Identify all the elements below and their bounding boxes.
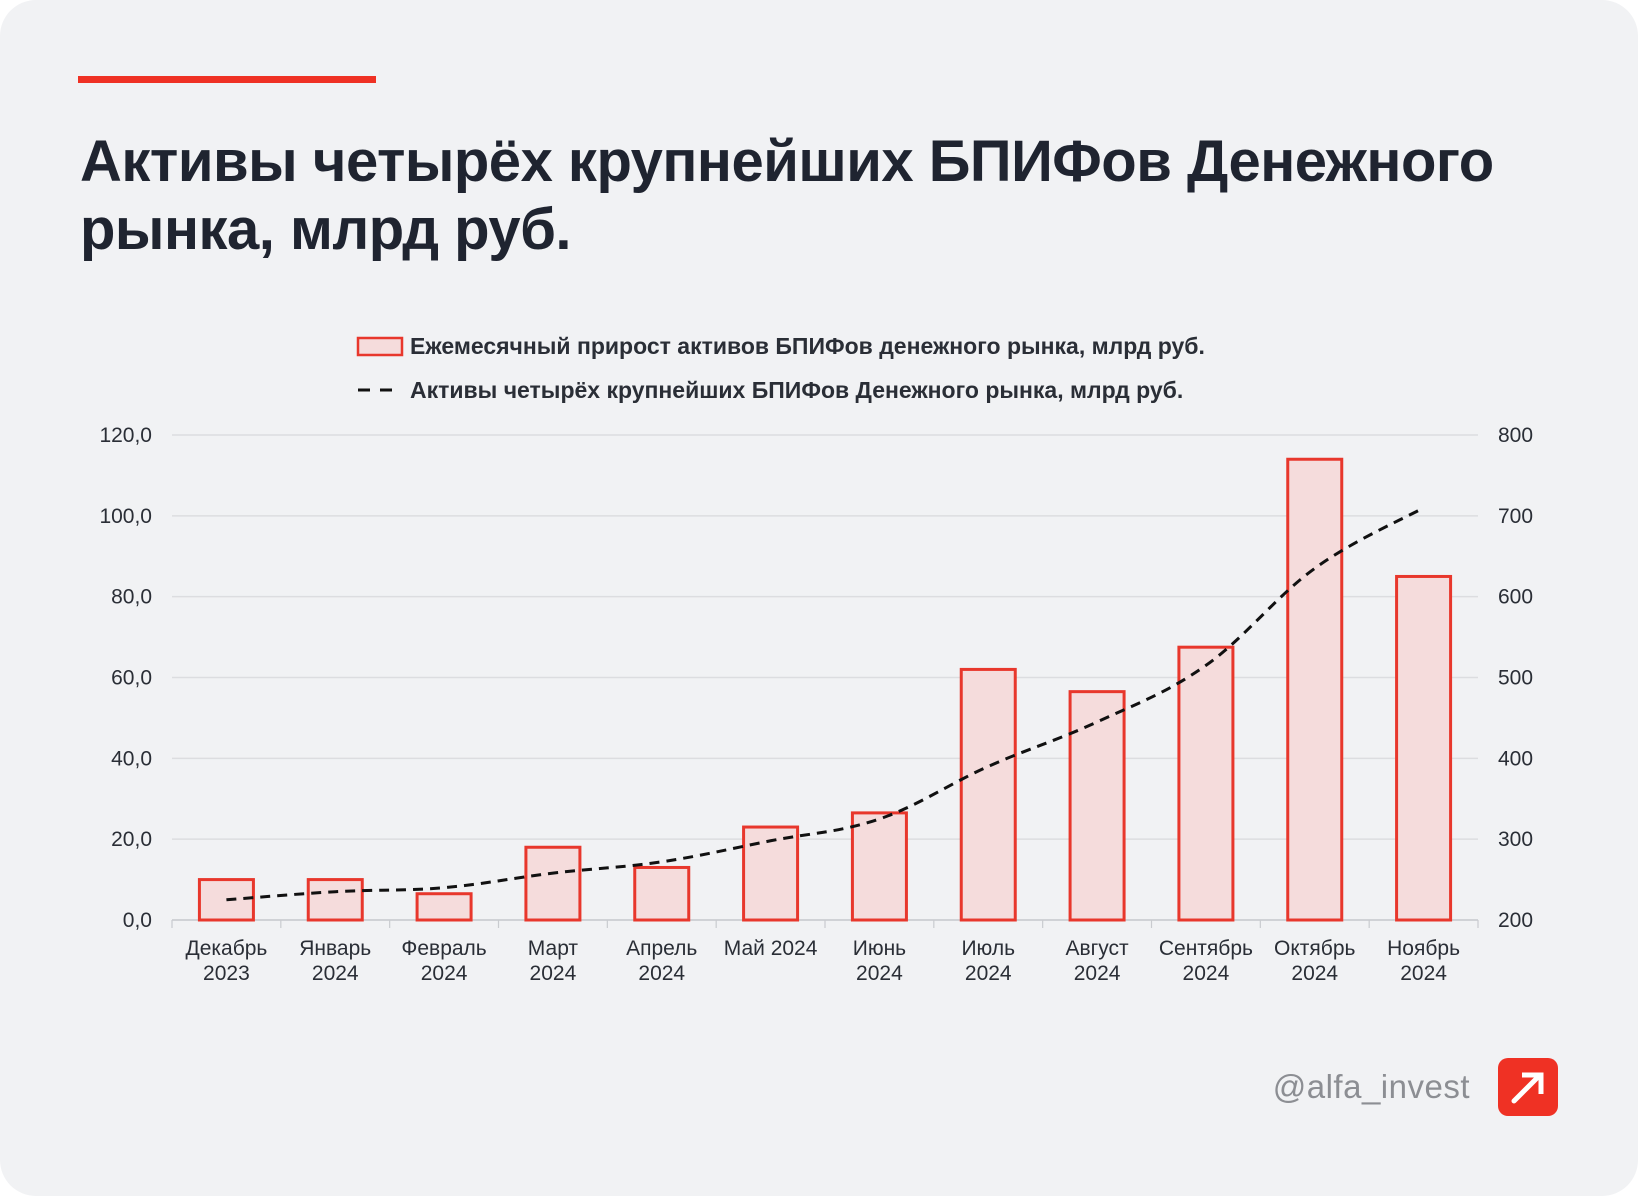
bar [306,878,364,922]
x-tick-label: Октябрь [1274,937,1355,960]
accent-bar [78,76,376,83]
bar [850,811,908,922]
bar [524,845,582,922]
y-left-tick-label: 0,0 [123,909,152,932]
y-right-tick-label: 200 [1498,909,1533,932]
x-tick-label-year: 2024 [1074,962,1121,985]
y-right-tick-label: 700 [1498,505,1533,528]
y-right-tick-label: 400 [1498,747,1533,770]
x-tick-label-year: 2024 [421,962,468,985]
page-title: Активы четырёх крупнейших БПИФов Денежно… [80,129,1494,262]
y-left-tick-label: 100,0 [99,505,152,528]
bar [415,892,473,922]
alfa-logo-icon [1498,1058,1558,1116]
y-right-tick-label: 500 [1498,667,1533,690]
x-tick-label: Сентябрь [1159,937,1253,960]
y-right-tick-label: 800 [1498,424,1533,447]
y-right-tick-label: 600 [1498,586,1533,609]
x-tick-label: Август [1065,937,1129,960]
legend-label-line: Активы четырёх крупнейших БПИФов Денежно… [410,377,1183,403]
x-tick-label-year: 2024 [312,962,359,985]
y-left-tick-label: 80,0 [111,586,152,609]
bar [1395,574,1453,922]
x-tick-label: Май 2024 [724,937,818,960]
y-left-tick-label: 40,0 [111,747,152,770]
x-tick-label-year: 2024 [1291,962,1338,985]
x-tick-label-year: 2024 [638,962,685,985]
x-tick-label-year: 2024 [1400,962,1447,985]
x-tick-label: Ноябрь [1387,937,1460,960]
bar [1177,645,1235,922]
x-tick-label: Апрель [626,937,697,960]
legend-bar-swatch [356,336,404,357]
x-tick-label-year: 2024 [856,962,903,985]
x-tick-label-year: 2024 [530,962,577,985]
x-tick-label: Июнь [853,937,906,960]
x-tick-label-year: 2024 [1183,962,1230,985]
legend-label-bars: Ежемесячный прирост активов БПИФов денеж… [410,333,1205,359]
bar [742,825,800,922]
series-line [226,506,1425,902]
bar [1286,457,1344,922]
x-tick-label: Январь [299,937,371,960]
social-handle[interactable]: @alfa_invest [1272,1068,1470,1105]
x-tick-label-year: 2024 [965,962,1012,985]
bar [633,865,691,922]
y-left-tick-label: 20,0 [111,828,152,851]
bar [1068,690,1126,922]
x-tick-label: Февраль [401,937,486,960]
x-tick-label: Июль [961,937,1015,960]
x-tick-label: Март [528,937,579,960]
bar [959,667,1017,922]
y-left-tick-label: 60,0 [111,667,152,690]
y-left-tick-label: 120,0 [99,424,152,447]
x-tick-label-year: 2023 [203,962,250,985]
x-tick-label: Декабрь [185,937,267,960]
y-right-tick-label: 300 [1498,828,1533,851]
